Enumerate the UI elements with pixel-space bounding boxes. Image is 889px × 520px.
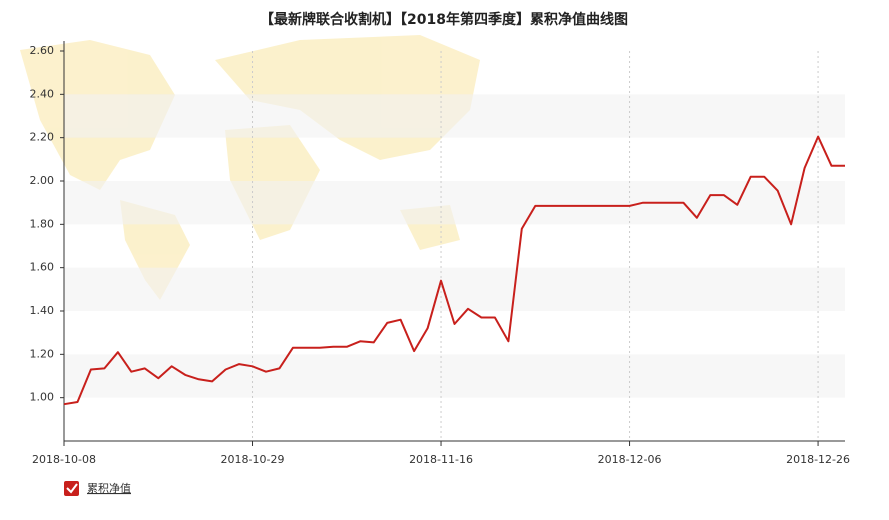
y-tick-label: 1.80: [30, 217, 55, 230]
series-line: [63, 135, 845, 406]
grid-band: [64, 94, 845, 138]
x-tick-label: 2018-11-16: [409, 453, 473, 466]
chart-title: 【最新牌联合收割机】【2018年第四季度】累积净值曲线图: [260, 11, 628, 28]
y-tick-label: 1.40: [30, 304, 55, 317]
legend-check: [66, 483, 78, 494]
legend-label[interactable]: 累积净值: [87, 481, 131, 495]
legend[interactable]: 累积净值: [64, 481, 131, 496]
x-tick-label: 2018-12-26: [786, 453, 850, 466]
y-tick-label: 1.00: [30, 391, 55, 404]
x-tick-label: 2018-12-06: [598, 453, 662, 466]
y-tick-label: 2.60: [30, 44, 55, 57]
grid-band: [64, 181, 845, 225]
legend-checkbox[interactable]: [64, 481, 79, 496]
y-tick-label: 2.40: [30, 87, 55, 100]
world-map-watermark: [20, 35, 480, 300]
y-tick-label: 1.60: [30, 261, 55, 274]
grid-band: [64, 267, 845, 311]
grid-band: [64, 354, 845, 398]
y-tick-label: 2.20: [30, 131, 55, 144]
y-tick-label: 1.20: [30, 347, 55, 360]
y-tick-label: 2.00: [30, 174, 55, 187]
x-tick-label: 2018-10-08: [32, 453, 96, 466]
x-tick-label: 2018-10-29: [221, 453, 285, 466]
